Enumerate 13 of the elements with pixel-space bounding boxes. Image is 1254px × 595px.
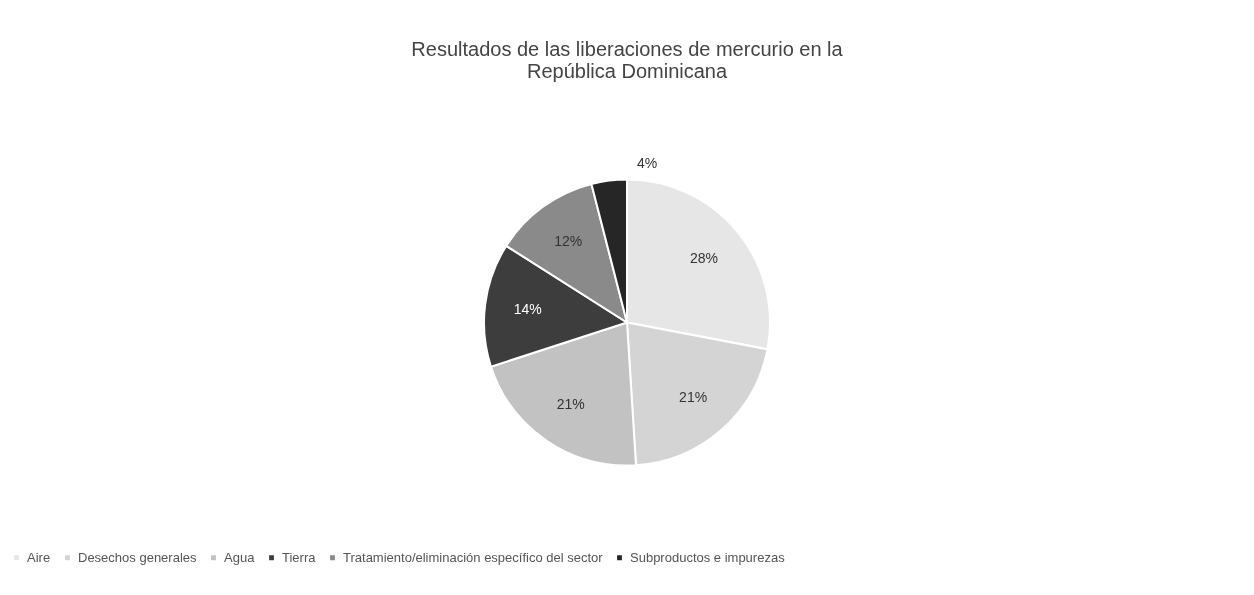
data-label: 21% [556, 396, 585, 413]
legend-label: Desechos generales [78, 549, 198, 565]
legend-label: Tierra [282, 549, 317, 565]
data-label: 4% [636, 154, 658, 171]
legend-label: Aire [27, 549, 51, 565]
legend-label: Tratamiento/eliminación específico del sector [343, 549, 604, 565]
chart-title: Resultados de las liberaciones de mercurio en la República Dominicana [411, 38, 844, 82]
data-label: 12% [554, 232, 583, 249]
legend-label: Agua [224, 549, 256, 565]
legend-label: Subproductos e impurezas [630, 549, 786, 565]
data-label: 21% [679, 388, 708, 405]
data-label: 14% [513, 300, 542, 317]
data-label: 28% [690, 249, 719, 266]
